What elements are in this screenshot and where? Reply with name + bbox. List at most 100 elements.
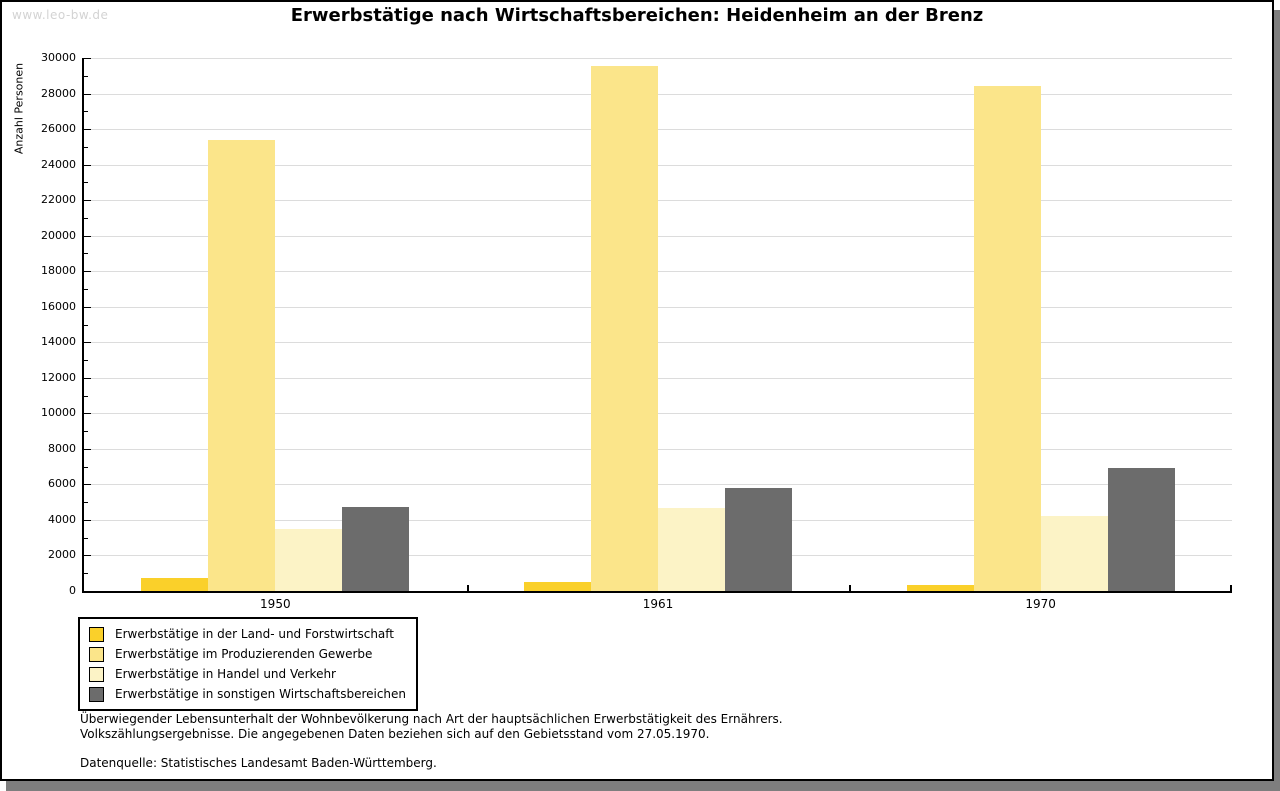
y-tick-label: 26000 [41, 122, 76, 136]
x-category-label: 1950 [260, 597, 291, 611]
y-major-tick [84, 164, 91, 166]
legend-swatch [89, 666, 104, 682]
legend-row: Erwerbstätige im Produzierenden Gewerbe [89, 644, 406, 664]
y-minor-tick [84, 146, 88, 148]
y-major-tick [84, 235, 91, 237]
legend-box: Erwerbstätige in der Land- und Forstwirt… [78, 617, 419, 711]
bar [342, 506, 410, 591]
bar [523, 582, 591, 591]
y-tick-label: 18000 [41, 264, 76, 278]
legend-row: Erwerbstätige in der Land- und Forstwirt… [89, 624, 406, 644]
legend-swatch [89, 686, 104, 702]
y-tick-label: 22000 [41, 193, 76, 207]
y-major-tick [84, 271, 91, 273]
y-tick-label: 28000 [41, 86, 76, 100]
y-minor-tick [84, 537, 88, 539]
footer-line-1: Überwiegender Lebensunterhalt der Wohnbe… [80, 712, 783, 726]
legend-swatch [89, 646, 104, 662]
y-minor-tick [84, 466, 88, 468]
y-minor-tick [84, 182, 88, 184]
legend-row: Erwerbstätige in Handel und Verkehr [89, 664, 406, 684]
y-major-tick [84, 306, 91, 308]
gridline [84, 271, 1232, 273]
bar-group-1961 [467, 58, 850, 591]
bar [724, 488, 792, 591]
footer-line-2: Volkszählungsergebnisse. Die angegebenen… [80, 727, 710, 741]
gridline [84, 129, 1232, 131]
gridline [84, 200, 1232, 202]
y-major-tick [84, 129, 91, 131]
footer-source: Datenquelle: Statistisches Landesamt Bad… [80, 756, 437, 770]
y-major-tick [84, 519, 91, 521]
legend-label: Erwerbstätige in Handel und Verkehr [115, 667, 336, 681]
y-tick-label: 24000 [41, 157, 76, 171]
gridline [84, 484, 1232, 486]
y-major-tick [84, 200, 91, 202]
chart-title: Erwerbstätige nach Wirtschaftsbereichen:… [290, 5, 984, 26]
y-major-tick [84, 555, 91, 557]
y-tick-label: 10000 [41, 406, 76, 420]
gridline [84, 306, 1232, 308]
bar [1040, 515, 1108, 591]
footer: Überwiegender Lebensunterhalt der Wohnbe… [80, 712, 783, 771]
y-minor-tick [84, 217, 88, 219]
y-minor-tick [84, 431, 88, 433]
bar [208, 139, 276, 591]
gridline [84, 164, 1232, 166]
x-tick [466, 585, 469, 591]
bar [657, 508, 725, 591]
bar-group-1970 [849, 58, 1232, 591]
legend-swatch [89, 626, 104, 642]
y-tick-label: 0 [69, 584, 76, 597]
bar [590, 66, 658, 591]
gridline [84, 93, 1232, 95]
plot-area: 0 2000 4000 6000 8000 10000 12000 14000 16000 180… [41, 52, 1232, 611]
bar [1107, 467, 1175, 591]
y-major-tick [84, 58, 91, 59]
y-minor-tick [84, 75, 88, 77]
bar-group-1950 [84, 58, 467, 591]
y-tick-label: 30000 [41, 51, 76, 64]
legend-label: Erwerbstätige im Produzierenden Gewerbe [115, 647, 373, 661]
y-tick-label: 4000 [48, 512, 76, 526]
y-tick-label: 20000 [41, 228, 76, 242]
y-minor-tick [84, 502, 88, 504]
y-minor-tick [84, 573, 88, 575]
bar [141, 577, 209, 591]
watermark: www.leo-bw.de [12, 8, 109, 22]
y-minor-tick [84, 288, 88, 290]
gridline [84, 377, 1232, 379]
bar [275, 528, 343, 591]
legend-row: Erwerbstätige in sonstigen Wirtschaftsbe… [89, 684, 406, 704]
y-tick-label: 8000 [48, 441, 76, 455]
bar [906, 584, 974, 591]
y-tick-label: 2000 [48, 548, 76, 562]
y-tick-label: 14000 [41, 335, 76, 349]
y-tick-label: 12000 [41, 370, 76, 384]
legend-label: Erwerbstätige in der Land- und Forstwirt… [115, 627, 394, 641]
y-minor-tick [84, 253, 88, 255]
y-tick-label: 16000 [41, 299, 76, 313]
gridline [84, 58, 1232, 59]
legend-label: Erwerbstätige in sonstigen Wirtschaftsbe… [115, 687, 407, 701]
y-major-tick [84, 484, 91, 486]
x-category-label: 1970 [1025, 597, 1056, 611]
gridline [84, 448, 1232, 450]
gridline [84, 235, 1232, 237]
y-major-tick [84, 413, 91, 415]
y-tick-label: 6000 [48, 477, 76, 491]
y-major-tick [84, 448, 91, 450]
x-tick [849, 585, 852, 591]
gridline [84, 342, 1232, 344]
x-category-label: 1961 [642, 597, 674, 611]
y-minor-tick [84, 111, 88, 113]
y-axis-title: Anzahl Personen [12, 62, 26, 155]
gridline [84, 413, 1232, 415]
bar [973, 86, 1041, 591]
y-minor-tick [84, 324, 88, 326]
y-minor-tick [84, 395, 88, 397]
y-minor-tick [84, 360, 88, 362]
y-major-tick [84, 93, 91, 95]
y-major-tick [84, 342, 91, 344]
